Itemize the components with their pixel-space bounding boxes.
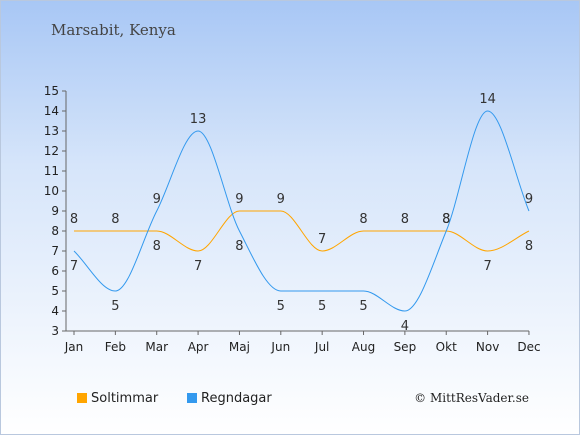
sun-data-label: 8 — [359, 212, 367, 227]
rain-data-label: 4 — [401, 319, 409, 334]
y-tick-label: 7 — [51, 244, 59, 258]
legend-label-rain: Regndagar — [201, 391, 272, 406]
legend-label-sun: Soltimmar — [91, 391, 159, 406]
x-tick-label: Jul — [314, 340, 329, 354]
sun-data-label: 7 — [483, 259, 491, 274]
sun-data-label: 8 — [401, 212, 409, 227]
y-tick-label: 9 — [51, 204, 59, 218]
y-tick-label: 12 — [44, 144, 59, 158]
sun-data-label: 8 — [70, 212, 78, 227]
sun-series-line — [73, 210, 530, 252]
x-tick-label: Nov — [476, 340, 499, 354]
y-tick-label: 5 — [51, 284, 59, 298]
rain-data-label: 8 — [235, 239, 243, 254]
rain-data-label: 9 — [525, 192, 533, 207]
y-tick-label: 4 — [51, 304, 59, 318]
rain-data-label: 5 — [277, 299, 285, 314]
chart-title: Marsabit, Kenya — [51, 21, 176, 39]
rain-data-label: 14 — [479, 92, 496, 107]
rain-data-label: 9 — [153, 192, 161, 207]
x-tick-label: Jun — [270, 340, 290, 354]
sun-data-label: 7 — [318, 232, 326, 247]
x-tick-label: Okt — [436, 340, 457, 354]
y-tick-label: 14 — [44, 104, 59, 118]
x-tick-label: Aug — [352, 340, 375, 354]
rain-series-line — [73, 110, 530, 312]
x-tick-label: Sep — [394, 340, 417, 354]
rain-data-label: 8 — [442, 212, 450, 227]
sun-data-label: 8 — [525, 239, 533, 254]
x-tick-label: Mar — [145, 340, 168, 354]
rain-data-label: 5 — [111, 299, 119, 314]
y-tick-label: 8 — [51, 224, 59, 238]
x-tick-label: Dec — [517, 340, 540, 354]
rain-data-label: 5 — [359, 299, 367, 314]
x-tick-label: Apr — [188, 340, 209, 354]
y-tick-label: 15 — [44, 84, 59, 98]
sun-data-label: 7 — [194, 259, 202, 274]
legend-item-rain: Regndagar — [187, 391, 272, 406]
credit-text: © MittResVader.se — [414, 391, 529, 405]
y-tick-label: 13 — [44, 124, 59, 138]
sun-data-label: 8 — [442, 212, 450, 227]
sun-data-label: 8 — [153, 239, 161, 254]
y-tick-label: 11 — [44, 164, 59, 178]
legend-item-sun: Soltimmar — [77, 391, 158, 406]
x-tick-label: Maj — [229, 340, 250, 354]
sun-data-label: 9 — [277, 192, 285, 207]
x-tick-label: Feb — [105, 340, 126, 354]
rain-data-label: 7 — [70, 259, 78, 274]
rain-data-label: 13 — [190, 112, 207, 127]
y-tick-label: 10 — [44, 184, 59, 198]
rain-data-label: 5 — [318, 299, 326, 314]
sun-data-label: 8 — [111, 212, 119, 227]
x-tick-label: Jan — [64, 340, 84, 354]
y-tick-label: 6 — [51, 264, 59, 278]
y-tick-label: 3 — [51, 324, 59, 338]
legend-swatch-sun — [77, 393, 87, 403]
sun-data-label: 9 — [235, 192, 243, 207]
legend-swatch-rain — [187, 393, 197, 403]
